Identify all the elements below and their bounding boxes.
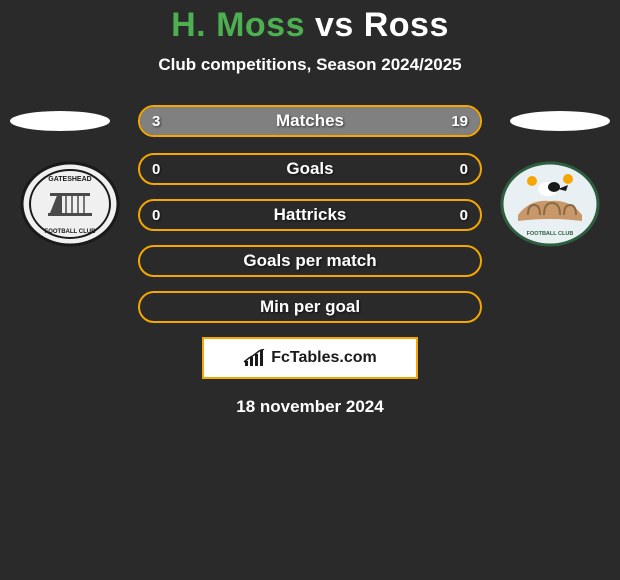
stat-label: Goals: [140, 155, 480, 183]
stat-value-left: 0: [152, 201, 160, 229]
svg-text:GATESHEAD: GATESHEAD: [48, 176, 91, 183]
comparison-card: H. Moss vs Ross Club competitions, Seaso…: [0, 0, 620, 417]
player2-name: Ross: [364, 6, 449, 44]
gateshead-crest-icon: GATESHEAD FOOTBALL CLUB: [20, 161, 120, 247]
brand-box[interactable]: FcTables.com: [202, 337, 418, 379]
stat-fill-left: [140, 107, 186, 135]
date-text: 18 november 2024: [0, 397, 620, 417]
svg-text:FOOTBALL CLUB: FOOTBALL CLUB: [527, 231, 574, 237]
stat-value-right: 0: [460, 201, 468, 229]
stat-bar: 0 Hattricks 0: [138, 199, 482, 231]
club-crest-left: GATESHEAD FOOTBALL CLUB: [20, 161, 120, 247]
stat-bar: Min per goal: [138, 291, 482, 323]
opponent-crest-icon: FOOTBALL CLUB: [500, 161, 600, 247]
page-title: H. Moss vs Ross: [0, 6, 620, 45]
stat-label: Min per goal: [140, 293, 480, 321]
stat-bar: 0 Goals 0: [138, 153, 482, 185]
player1-badge-ellipse: [10, 111, 110, 131]
chart-line-icon: [243, 349, 265, 367]
player2-badge-ellipse: [510, 111, 610, 131]
stat-value-left: 0: [152, 155, 160, 183]
stat-bar: 3 Matches 19: [138, 105, 482, 137]
club-crest-right: FOOTBALL CLUB: [500, 161, 600, 247]
svg-text:FOOTBALL CLUB: FOOTBALL CLUB: [45, 229, 97, 235]
stat-value-right: 0: [460, 155, 468, 183]
stat-bar: Goals per match: [138, 245, 482, 277]
player1-name: H. Moss: [171, 6, 305, 44]
stat-label: Hattricks: [140, 201, 480, 229]
badges-row: GATESHEAD FOOTBALL CLUB FOOTBALL CLUB: [0, 103, 620, 153]
brand-text: FcTables.com: [271, 349, 377, 367]
stat-label: Goals per match: [140, 247, 480, 275]
vs-text: vs: [315, 6, 354, 44]
subtitle: Club competitions, Season 2024/2025: [0, 55, 620, 75]
stat-fill-right: [186, 107, 480, 135]
